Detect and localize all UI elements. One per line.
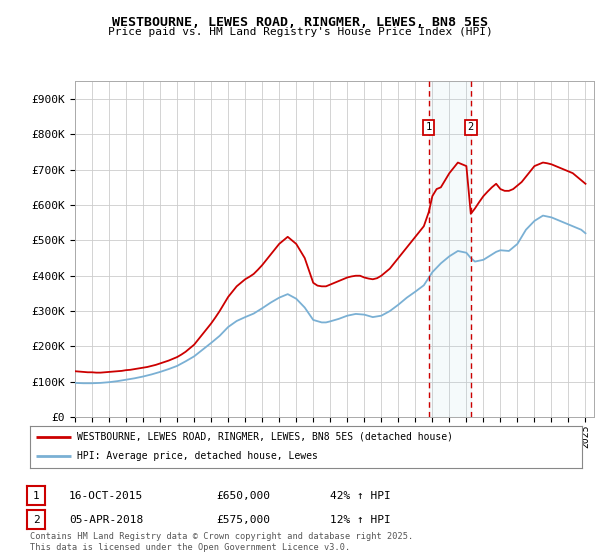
Text: Contains HM Land Registry data © Crown copyright and database right 2025.
This d: Contains HM Land Registry data © Crown c… bbox=[30, 532, 413, 552]
Text: HPI: Average price, detached house, Lewes: HPI: Average price, detached house, Lewe… bbox=[77, 451, 318, 461]
Text: 1: 1 bbox=[425, 122, 432, 132]
Text: WESTBOURNE, LEWES ROAD, RINGMER, LEWES, BN8 5ES: WESTBOURNE, LEWES ROAD, RINGMER, LEWES, … bbox=[112, 16, 488, 29]
Text: 1: 1 bbox=[32, 491, 40, 501]
Text: 05-APR-2018: 05-APR-2018 bbox=[69, 515, 143, 525]
Text: 2: 2 bbox=[467, 122, 474, 132]
Text: £650,000: £650,000 bbox=[216, 491, 270, 501]
Text: 16-OCT-2015: 16-OCT-2015 bbox=[69, 491, 143, 501]
Text: £575,000: £575,000 bbox=[216, 515, 270, 525]
Text: 2: 2 bbox=[32, 515, 40, 525]
Bar bbox=[429, 81, 471, 417]
Text: WESTBOURNE, LEWES ROAD, RINGMER, LEWES, BN8 5ES (detached house): WESTBOURNE, LEWES ROAD, RINGMER, LEWES, … bbox=[77, 432, 453, 442]
Text: 12% ↑ HPI: 12% ↑ HPI bbox=[330, 515, 391, 525]
Text: Price paid vs. HM Land Registry's House Price Index (HPI): Price paid vs. HM Land Registry's House … bbox=[107, 27, 493, 37]
Text: 42% ↑ HPI: 42% ↑ HPI bbox=[330, 491, 391, 501]
